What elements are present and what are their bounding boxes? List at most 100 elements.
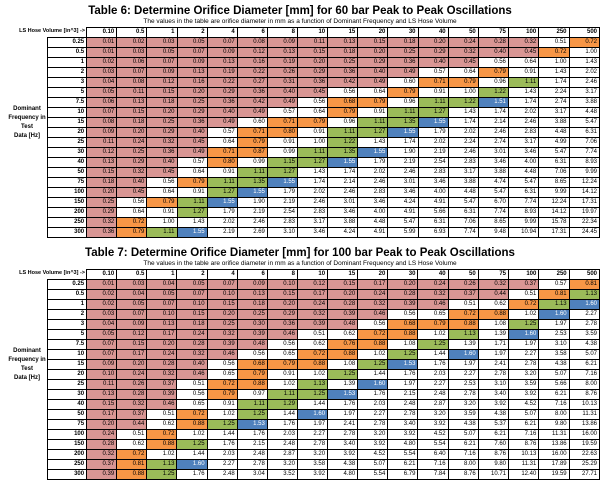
orifice-diameter-cell: 1.22 bbox=[477, 87, 509, 98]
orifice-diameter-cell: 3.92 bbox=[327, 449, 359, 460]
orifice-diameter-cell: 0.11 bbox=[86, 137, 118, 148]
orifice-diameter-cell: 2.19 bbox=[266, 197, 299, 208]
orifice-diameter-cell: 1.25 bbox=[146, 469, 178, 480]
orifice-diameter-cell: 2.02 bbox=[568, 67, 600, 78]
orifice-diameter-cell: 0.29 bbox=[146, 127, 178, 138]
orifice-diameter-cell: 2.87 bbox=[417, 399, 449, 410]
orifice-diameter-cell: 2.74 bbox=[538, 97, 570, 108]
row-label: 150 bbox=[46, 439, 88, 450]
orifice-diameter-cell: 0.04 bbox=[86, 319, 118, 330]
orifice-diameter-cell: 0.15 bbox=[116, 339, 148, 350]
orifice-diameter-cell: 1.55 bbox=[357, 147, 389, 158]
orifice-diameter-cell: 1.55 bbox=[176, 227, 208, 238]
orifice-diameter-cell: 2.78 bbox=[296, 439, 329, 450]
orifice-diameter-cell: 0.79 bbox=[236, 369, 268, 380]
orifice-diameter-cell: 3.92 bbox=[357, 439, 389, 450]
orifice-diameter-cell: 6.93 bbox=[417, 227, 449, 238]
orifice-diameter-cell: 0.20 bbox=[266, 299, 298, 310]
orifice-diameter-cell: 0.32 bbox=[417, 289, 449, 300]
orifice-diameter-cell: 0.24 bbox=[86, 429, 118, 440]
orifice-diameter-cell: 0.72 bbox=[357, 329, 389, 340]
orifice-diameter-cell: 0.13 bbox=[86, 389, 118, 400]
orifice-diameter-cell: 0.01 bbox=[86, 37, 118, 48]
orifice-diameter-cell: 1.27 bbox=[296, 157, 329, 168]
orifice-diameter-cell: 0.44 bbox=[477, 289, 510, 300]
orifice-diameter-cell: 0.28 bbox=[116, 389, 148, 400]
orifice-diameter-cell: 7.74 bbox=[568, 147, 600, 158]
orifice-diameter-cell: 3.10 bbox=[538, 339, 570, 350]
orifice-diameter-cell: 0.88 bbox=[477, 309, 510, 320]
orifice-diameter-cell: 0.36 bbox=[387, 57, 419, 68]
orifice-diameter-cell: 22.34 bbox=[568, 217, 600, 228]
table-row: 1 0.02 0.06 0.07 0.09 0.13 0.16 0.19 0.20 0.25 0.2… bbox=[46, 57, 600, 68]
orifice-diameter-cell: 6.21 bbox=[477, 429, 510, 440]
table-row: 100 0.24 0.51 0.72 1.02 1.44 1.76 2.03 2.27 2.78 3… bbox=[46, 429, 600, 440]
orifice-diameter-cell: 2.48 bbox=[236, 449, 268, 460]
orifice-diameter-cell: 10.94 bbox=[507, 227, 540, 238]
orifice-diameter-cell: 0.25 bbox=[236, 309, 268, 320]
table-row: 7.5 0.06 0.13 0.18 0.25 0.36 0.42 0.49 0.56 0.68 0… bbox=[46, 97, 600, 108]
orifice-diameter-cell: 5.54 bbox=[387, 449, 419, 460]
orifice-diameter-cell: 2.46 bbox=[357, 177, 389, 188]
orifice-diameter-cell: 2.78 bbox=[387, 409, 419, 420]
orifice-diameter-cell: 3.46 bbox=[327, 207, 359, 218]
orifice-diameter-cell: 1.60 bbox=[176, 459, 208, 470]
orifice-diameter-cell: 0.91 bbox=[266, 369, 298, 380]
orifice-diameter-cell: 2.46 bbox=[387, 167, 419, 178]
orifice-diameter-cell: 5.07 bbox=[538, 369, 570, 380]
orifice-diameter-cell: 2.83 bbox=[296, 207, 329, 218]
orifice-diameter-cell: 0.79 bbox=[206, 389, 238, 400]
column-header: 250 bbox=[538, 269, 570, 280]
orifice-diameter-cell: 0.46 bbox=[146, 399, 178, 410]
orifice-diameter-cell: 5.07 bbox=[357, 459, 389, 470]
orifice-diameter-cell: 0.36 bbox=[236, 87, 268, 98]
orifice-diameter-cell: 0.01 bbox=[86, 279, 118, 290]
orifice-diameter-cell: 0.51 bbox=[508, 289, 540, 300]
orifice-diameter-cell: 0.25 bbox=[116, 147, 148, 158]
orifice-diameter-cell: 0.29 bbox=[116, 157, 148, 168]
orifice-diameter-table-100bar: 0.10 0.5 1 2 4 6 8 10 15 20 30 40 50 75 100 250 500 0.25… bbox=[46, 269, 600, 480]
orifice-diameter-cell: 1.02 bbox=[206, 409, 238, 420]
ls-hose-volume-axis-label: LS Hose Volume [in^3] -> bbox=[19, 28, 85, 34]
orifice-diameter-cell: 0.91 bbox=[296, 127, 329, 138]
orifice-diameter-cell: 7.74 bbox=[447, 227, 479, 238]
orifice-diameter-cell: 0.88 bbox=[357, 339, 389, 350]
orifice-diameter-cell: 0.18 bbox=[176, 319, 208, 330]
orifice-diameter-cell: 8.00 bbox=[538, 409, 570, 420]
orifice-diameter-cell: 3.40 bbox=[327, 439, 359, 450]
orifice-diameter-cell: 0.09 bbox=[86, 359, 118, 370]
orifice-diameter-cell: 0.10 bbox=[266, 279, 298, 290]
orifice-diameter-cell: 1.97 bbox=[387, 379, 419, 390]
orifice-diameter-cell: 2.41 bbox=[477, 359, 510, 370]
row-label: 1 bbox=[46, 299, 88, 310]
orifice-diameter-cell: 0.06 bbox=[86, 97, 118, 108]
row-label: 0.25 bbox=[46, 279, 88, 290]
orifice-diameter-cell: 0.80 bbox=[206, 157, 238, 168]
orifice-diameter-cell: 2.24 bbox=[538, 87, 570, 98]
orifice-diameter-cell: 0.39 bbox=[236, 329, 268, 340]
table-row: 150 0.25 0.56 0.79 1.11 1.55 1.90 2.19 2.46 3.01 3… bbox=[46, 197, 600, 208]
table-row: 75 0.18 0.40 0.56 0.79 1.11 1.35 1.55 1.74 2.14 2.… bbox=[46, 177, 600, 188]
orifice-diameter-cell: 0.81 bbox=[116, 459, 148, 470]
orifice-diameter-cell: 0.22 bbox=[206, 77, 238, 88]
orifice-diameter-cell: 4.24 bbox=[327, 227, 359, 238]
orifice-diameter-cell: 1.60 bbox=[296, 409, 329, 420]
column-header: 30 bbox=[387, 27, 419, 38]
column-header: 4 bbox=[206, 269, 238, 280]
orifice-diameter-cell: 0.07 bbox=[146, 299, 178, 310]
row-label: 10 bbox=[46, 107, 88, 118]
orifice-diameter-cell: 1.02 bbox=[266, 379, 298, 390]
orifice-diameter-cell: 0.07 bbox=[86, 107, 118, 118]
orifice-diameter-cell: 0.13 bbox=[236, 289, 268, 300]
orifice-diameter-cell: 0.56 bbox=[477, 57, 509, 68]
orifice-diameter-cell: 1.00 bbox=[568, 47, 600, 58]
orifice-diameter-cell: 1.74 bbox=[327, 167, 359, 178]
column-header: 4 bbox=[206, 27, 238, 38]
orifice-diameter-cell: 0.29 bbox=[266, 309, 298, 320]
row-label: 0.5 bbox=[46, 289, 88, 300]
orifice-diameter-cell: 27.71 bbox=[568, 469, 600, 480]
orifice-diameter-cell: 1.79 bbox=[417, 127, 449, 138]
orifice-diameter-cell: 0.57 bbox=[176, 157, 208, 168]
orifice-diameter-cell: 1.27 bbox=[417, 107, 449, 118]
orifice-diameter-cell: 0.88 bbox=[146, 439, 178, 450]
